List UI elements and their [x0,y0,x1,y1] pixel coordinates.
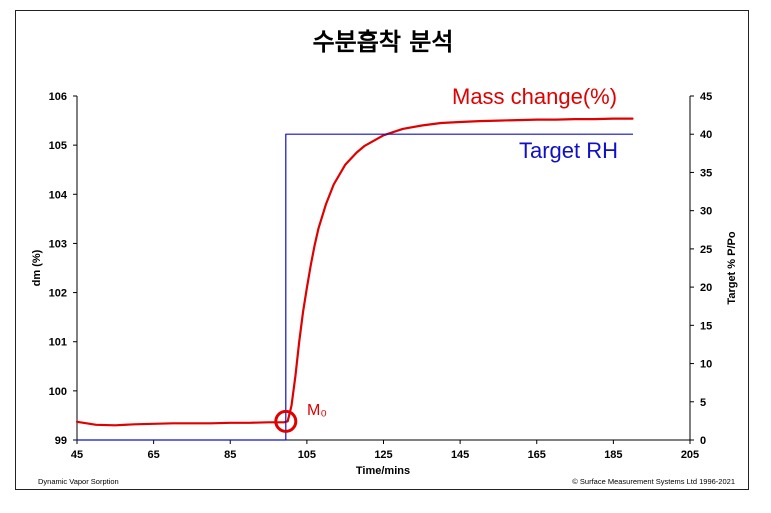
x-tick-label: 65 [148,449,160,461]
x-tick-label: 85 [224,449,236,461]
x-tick-label: 105 [298,449,316,461]
series-group [75,117,634,441]
y2-axis-label: Target % P/Po [726,231,738,304]
y-tick-label: 102 [49,288,67,300]
y-tick-label: 101 [49,337,67,349]
x-tick-label: 185 [604,449,622,461]
y2-tick-label: 35 [700,167,712,179]
y2-tick-label: 25 [700,244,712,256]
tick-labels: 45 65 85 105 125 145 165 185 2059910010110210310… [49,91,713,461]
y-tick-label: 100 [49,386,67,398]
annotation-mass-change: Mass change(%) [452,84,617,109]
chart-frame [15,10,749,490]
y-tick-label: 105 [49,140,67,152]
y-axis-label: dm (%) [31,249,43,286]
y-tick-label: 104 [49,189,68,201]
footer-right: © Surface Measurement Systems Ltd 1996-2… [572,477,735,486]
x-axis-label: Time/mins [356,465,410,477]
footer-left: Dynamic Vapor Sorption [38,477,119,486]
x-tick-label: 145 [451,449,469,461]
y2-tick-label: 15 [700,320,712,332]
x-tick-label: 205 [681,449,699,461]
x-tick-label: 45 [71,449,83,461]
annotation-m0: M₀ [307,402,327,419]
mass-change-line [75,117,634,427]
m0-marker-circle [274,409,298,433]
y2-tick-label: 5 [700,397,706,409]
annotation-target-rh: Target RH [519,138,618,163]
y-tick-label: 103 [49,238,67,250]
y-tick-label: 99 [55,435,67,447]
y2-tick-label: 20 [700,282,712,294]
y-tick-label: 106 [49,91,67,103]
y2-tick-label: 45 [700,91,712,103]
y2-tick-label: 0 [700,435,706,447]
y2-tick-label: 40 [700,129,712,141]
target-rh-line [76,133,634,441]
x-tick-label: 165 [528,449,546,461]
x-tick-label: 125 [374,449,392,461]
chart-title: 수분흡착 분석 [313,28,454,56]
y2-tick-label: 30 [700,206,712,218]
y2-tick-label: 10 [700,359,712,371]
